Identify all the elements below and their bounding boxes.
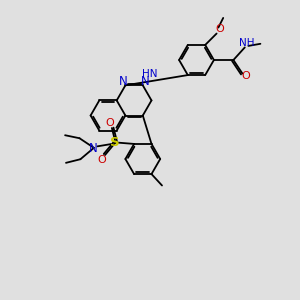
Text: O: O [105,118,114,128]
Text: NH: NH [238,38,254,48]
Text: O: O [215,24,224,34]
Text: O: O [98,155,106,165]
Text: N: N [119,75,128,88]
Text: N: N [141,75,149,88]
Text: O: O [242,71,250,81]
Text: S: S [110,136,120,149]
Text: N: N [89,142,98,155]
Text: HN: HN [142,69,158,79]
